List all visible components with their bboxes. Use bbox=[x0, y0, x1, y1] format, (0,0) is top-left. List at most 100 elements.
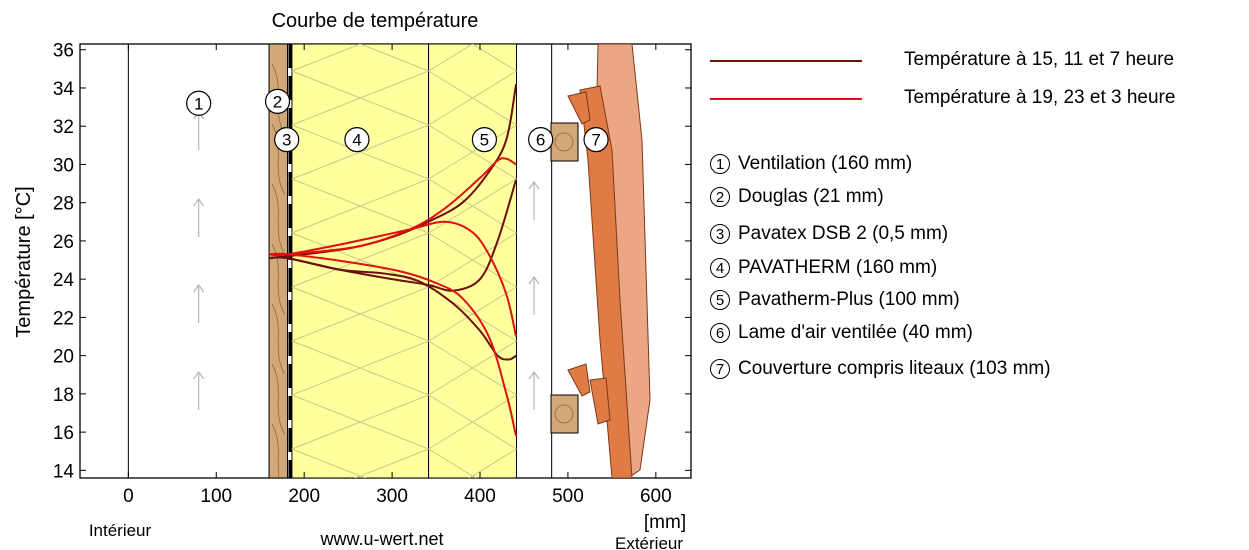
legend: Température à 15, 11 et 7 heure Températ… bbox=[710, 44, 1245, 404]
layer-row-3: 3 Pavatex DSB 2 (0,5 mm) bbox=[710, 222, 948, 246]
layer-row-5: 5 Pavatherm-Plus (100 mm) bbox=[710, 288, 960, 312]
roof-tile-hook bbox=[567, 363, 591, 397]
inside-label: Intérieur bbox=[89, 521, 152, 540]
insulation-texture bbox=[468, 448, 517, 478]
insulation-texture bbox=[428, 340, 517, 396]
layer-marker-7 bbox=[583, 126, 609, 153]
layer-marker-3 bbox=[274, 126, 300, 153]
layer-label: Douglas (21 mm) bbox=[738, 186, 884, 207]
layer-membrane-segment bbox=[288, 428, 294, 452]
layer-label: PAVATHERM (160 mm) bbox=[738, 257, 938, 278]
layer-membrane-segment bbox=[288, 364, 294, 388]
y-tick-label: 26 bbox=[53, 232, 74, 253]
insulation-texture bbox=[428, 44, 474, 72]
airflow-arrow-head bbox=[528, 275, 540, 285]
layer-label: Lame d'air ventilée (40 mm) bbox=[738, 322, 973, 343]
layer-number: 6 bbox=[710, 323, 730, 343]
y-tick-label: 24 bbox=[53, 270, 75, 291]
layer-membrane-segment bbox=[288, 236, 294, 260]
insulation-texture bbox=[291, 340, 429, 396]
wood-grain bbox=[271, 363, 285, 435]
layer-number: 5 bbox=[710, 290, 730, 310]
layer-row-6: 6 Lame d'air ventilée (40 mm) bbox=[710, 321, 973, 345]
layer-pavatherm bbox=[291, 44, 430, 478]
insulation-texture bbox=[353, 448, 429, 478]
layer-label: Couverture compris liteaux (103 mm) bbox=[738, 358, 1051, 379]
layer-marker-1 bbox=[186, 90, 212, 116]
layer-marker-5 bbox=[471, 126, 498, 153]
layer-row-1: 1 Ventilation (160 mm) bbox=[710, 152, 912, 176]
layer-marker-2 bbox=[264, 88, 291, 114]
layer-label: Pavatex DSB 2 (0,5 mm) bbox=[738, 223, 949, 244]
layer-membrane-segment bbox=[288, 332, 294, 356]
airflow-arrow-head bbox=[528, 370, 540, 380]
legend-label-dark: Température à 15, 11 et 7 heure bbox=[904, 49, 1175, 70]
y-tick-label: 28 bbox=[53, 194, 74, 215]
layer-number: 7 bbox=[710, 359, 730, 379]
wood-grain bbox=[271, 303, 285, 375]
y-tick-label: 14 bbox=[53, 461, 75, 482]
layer-marker-4 bbox=[344, 126, 370, 153]
temperature-curve-4 bbox=[268, 157, 517, 256]
layer-membrane-segment bbox=[288, 76, 294, 100]
y-axis-label: Température [°C] bbox=[13, 186, 35, 337]
insulation-texture bbox=[428, 70, 517, 126]
x-tick-label: 600 bbox=[640, 486, 672, 507]
legend-line-dark bbox=[710, 60, 862, 62]
insulation-texture bbox=[291, 286, 429, 342]
y-tick-label: 30 bbox=[53, 155, 74, 176]
insulation-texture bbox=[291, 44, 362, 72]
y-tick-label: 32 bbox=[53, 117, 74, 138]
insulation-texture bbox=[291, 70, 429, 126]
layer-row-2: 2 Douglas (21 mm) bbox=[710, 185, 884, 209]
temperature-curve-3 bbox=[268, 256, 517, 361]
layer-membrane-segment bbox=[288, 300, 294, 324]
temperature-diagram: Courbe de température 1 23 4 5 6 7 1416182022… bbox=[13, 10, 692, 550]
batten-upper bbox=[550, 122, 579, 162]
roof-tile-middle bbox=[579, 85, 633, 478]
layer-membrane-segment bbox=[288, 172, 294, 196]
x-tick-label: 200 bbox=[288, 486, 320, 507]
y-tick-label: 20 bbox=[53, 347, 74, 368]
batten-grain bbox=[554, 132, 574, 152]
layer-membrane-segment bbox=[288, 204, 294, 228]
wood-grain bbox=[271, 123, 285, 195]
layer-number: 3 bbox=[710, 224, 730, 244]
layer-label: Ventilation (160 mm) bbox=[738, 153, 913, 174]
insulation-texture bbox=[291, 124, 429, 180]
insulation-texture bbox=[358, 44, 429, 72]
batten-grain bbox=[554, 404, 574, 424]
insulation-texture bbox=[471, 44, 517, 72]
layer-marker-number: 5 bbox=[480, 131, 489, 150]
layer-number: 4 bbox=[710, 258, 730, 278]
layer-number: 2 bbox=[710, 187, 730, 207]
wood-grain bbox=[271, 423, 280, 478]
layer-marker-number: 6 bbox=[536, 131, 545, 150]
insulation-texture bbox=[428, 178, 517, 234]
y-tick-label: 34 bbox=[53, 79, 75, 100]
airflow-arrow-head bbox=[193, 197, 205, 207]
roof-tile-hook bbox=[567, 91, 591, 125]
layer-number: 1 bbox=[710, 154, 730, 174]
layer-douglas bbox=[268, 44, 288, 478]
insulation-texture bbox=[291, 232, 429, 288]
x-tick-label: 500 bbox=[552, 486, 584, 507]
layer-marker-number: 7 bbox=[591, 131, 600, 150]
temperature-curves bbox=[268, 83, 518, 437]
source-url: www.u-wert.net bbox=[319, 529, 443, 549]
y-tick-label: 16 bbox=[53, 423, 74, 444]
layer-marker-number: 4 bbox=[352, 131, 361, 150]
y-tick-label: 36 bbox=[53, 41, 74, 62]
airflow-arrow-head bbox=[193, 283, 205, 293]
layer-marker-6 bbox=[528, 126, 554, 153]
layer-row-7: 7 Couverture compris liteaux (103 mm) bbox=[710, 357, 1051, 381]
batten-lower bbox=[550, 394, 579, 434]
y-tick-label: 18 bbox=[53, 385, 74, 406]
insulation-texture bbox=[428, 286, 517, 342]
layer-membrane-segment bbox=[288, 268, 294, 292]
x-tick-label: 0 bbox=[123, 486, 134, 507]
layer-membrane-segment bbox=[288, 44, 294, 68]
layer-label: Pavatherm-Plus (100 mm) bbox=[738, 289, 960, 310]
layer-membrane-segment bbox=[288, 460, 294, 478]
layer-row-4: 4 PAVATHERM (160 mm) bbox=[710, 256, 937, 280]
